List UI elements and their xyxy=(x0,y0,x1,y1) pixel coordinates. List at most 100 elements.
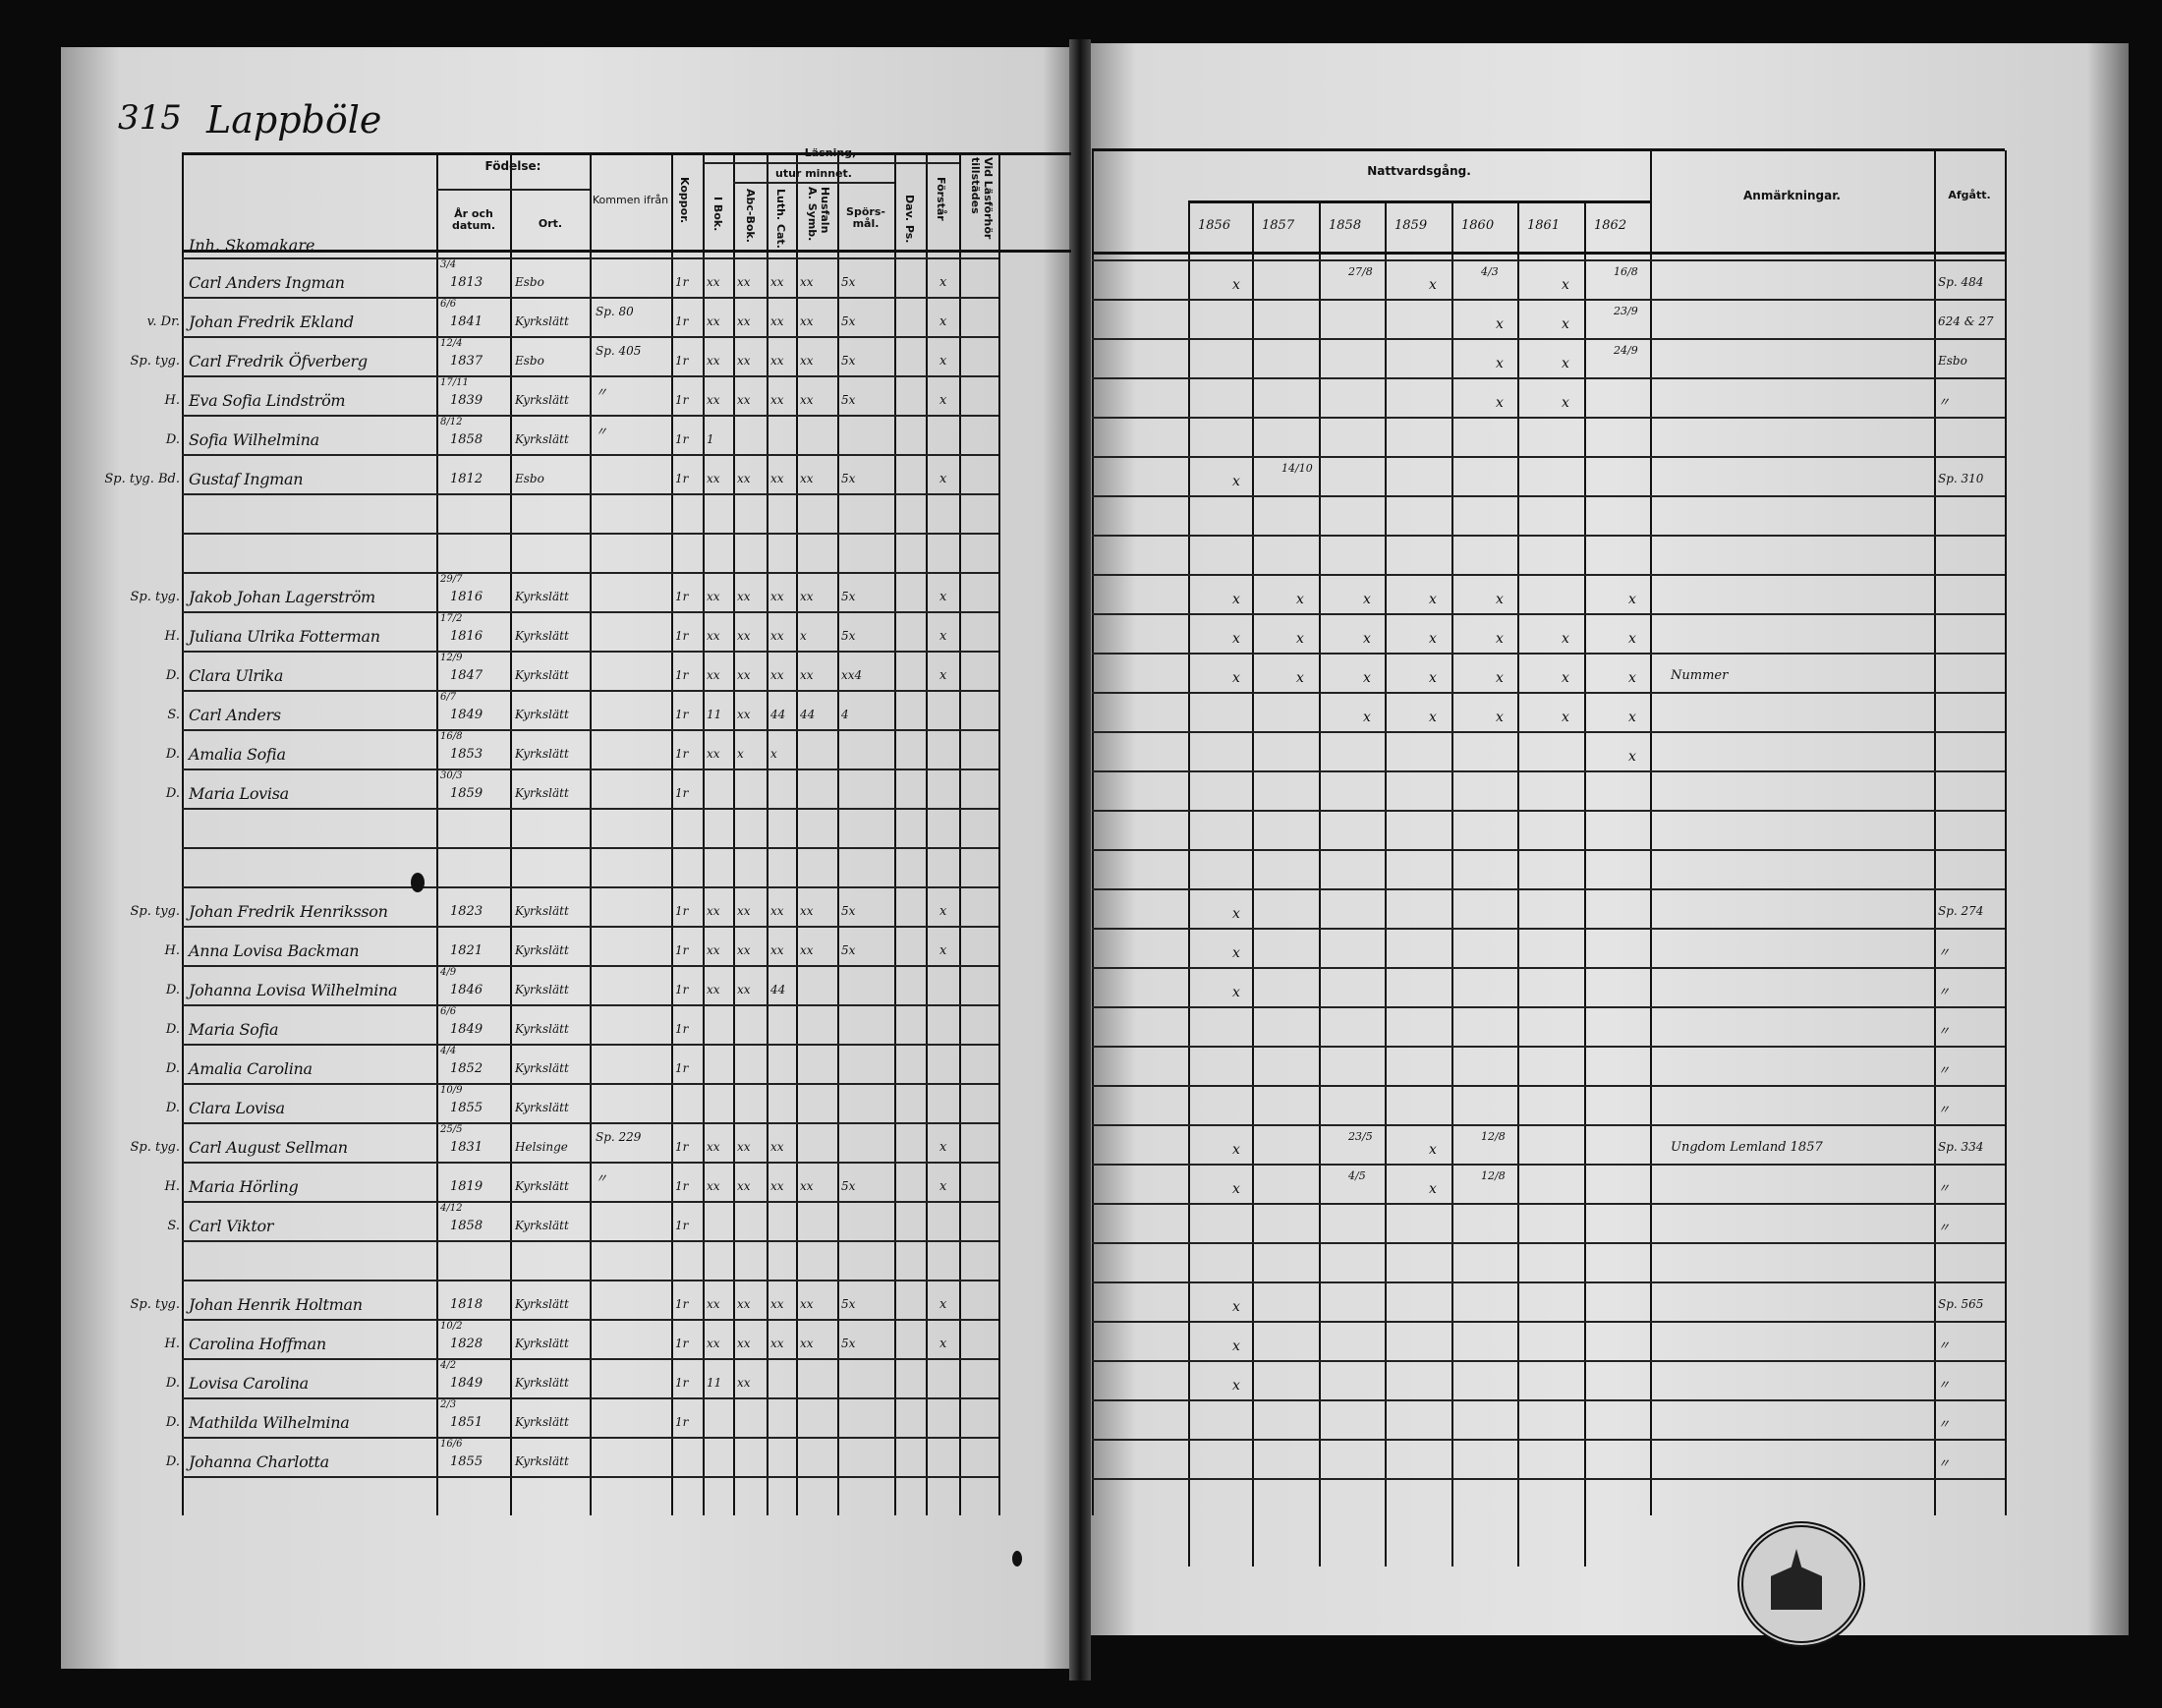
row-rule xyxy=(182,1397,998,1399)
birth-year: 1816 xyxy=(450,629,484,644)
reading-mark: xx xyxy=(707,629,720,643)
communion-mark: x xyxy=(1296,670,1304,686)
person-name: Carl Viktor xyxy=(189,1217,274,1235)
afgatt-entry: 〃 xyxy=(1938,1221,1951,1234)
birth-year: 1855 xyxy=(450,1101,484,1115)
row-rule xyxy=(182,808,998,810)
row-rule xyxy=(1092,653,2005,655)
row-rule xyxy=(182,1476,998,1478)
column-rule xyxy=(703,154,705,1515)
reading-mark: 5x xyxy=(841,629,856,643)
row-rule xyxy=(1092,1281,2005,1283)
communion-mark: x xyxy=(1562,395,1569,411)
reading-mark: 44 xyxy=(770,983,786,996)
row-rule xyxy=(1092,495,2005,497)
communion-mark: x xyxy=(1232,985,1240,1000)
person-name: Gustaf Ingman xyxy=(189,470,304,488)
person-name: Anna Lovisa Backman xyxy=(189,941,360,960)
communion-mark: x xyxy=(1628,749,1636,765)
reading-mark: xx xyxy=(737,275,751,289)
birth-year: 1831 xyxy=(450,1140,484,1155)
reading-mark: xx xyxy=(707,1140,720,1154)
column-rule xyxy=(436,154,438,1515)
row-rule xyxy=(1092,1439,2005,1441)
year-header: 1857 xyxy=(1262,218,1295,233)
reading-mark: xx xyxy=(737,590,751,603)
communion-mark: 4/3 xyxy=(1481,265,1499,278)
reading-mark: xx xyxy=(737,943,751,957)
person-name: Clara Ulrika xyxy=(189,666,284,685)
page-number: 315 xyxy=(118,98,182,138)
birth-year: 1823 xyxy=(450,904,484,919)
reading-mark: xx xyxy=(707,1297,720,1311)
reading-mark: xx xyxy=(737,668,751,682)
birth-place: Kyrkslätt xyxy=(515,590,569,603)
header-abc-bok: Abc-Bok. xyxy=(744,189,757,243)
person-name: Jakob Johan Lagerström xyxy=(189,588,375,606)
birth-place: Kyrkslätt xyxy=(515,1101,569,1114)
reading-mark: xx xyxy=(737,354,751,368)
reading-mark: 5x xyxy=(841,943,856,957)
row-prefix: D. xyxy=(165,432,180,447)
reading-mark: xx xyxy=(737,708,751,721)
communion-mark: x xyxy=(1232,945,1240,961)
row-rule xyxy=(182,1201,998,1203)
reading-mark: xx xyxy=(800,472,814,485)
birth-place: Kyrkslätt xyxy=(515,1376,569,1390)
row-prefix: H. xyxy=(164,1179,180,1194)
year-header: 1856 xyxy=(1198,218,1231,233)
communion-mark: x xyxy=(1562,277,1569,293)
ink-blot xyxy=(1012,1551,1022,1566)
reading-mark: xx xyxy=(737,472,751,485)
communion-mark: x xyxy=(1232,592,1240,607)
column-rule xyxy=(894,154,896,1515)
reading-mark: x xyxy=(770,747,777,761)
reading-mark: 1 xyxy=(707,432,714,446)
header-fodelse: Födelse: xyxy=(484,159,541,173)
reading-mark: xx xyxy=(707,1337,720,1350)
row-rule xyxy=(182,611,998,613)
row-rule xyxy=(182,533,998,535)
forstar-mark: x xyxy=(939,943,947,958)
row-rule xyxy=(182,847,998,849)
row-prefix: D. xyxy=(165,747,180,762)
reading-mark: 1r xyxy=(675,590,689,603)
birth-place: Kyrkslätt xyxy=(515,943,569,957)
reading-mark: xx xyxy=(800,314,814,328)
reading-mark: 1r xyxy=(675,747,689,761)
reading-mark: xx xyxy=(737,983,751,996)
row-rule xyxy=(182,1044,998,1046)
birth-place: Kyrkslätt xyxy=(515,1179,569,1193)
birth-day-month: 2/3 xyxy=(440,1399,457,1410)
reading-mark: xx xyxy=(770,1337,784,1350)
communion-mark: x xyxy=(1562,631,1569,647)
communion-mark: x xyxy=(1429,670,1437,686)
row-rule xyxy=(1092,1124,2005,1126)
birth-place: Esbo xyxy=(515,472,544,485)
person-name: Maria Hörling xyxy=(189,1177,299,1196)
afgatt-entry: Sp. 484 xyxy=(1938,275,1984,289)
row-rule xyxy=(1092,692,2005,694)
row-rule xyxy=(182,375,998,377)
subheader-rule xyxy=(733,182,894,184)
reading-mark: 5x xyxy=(841,314,856,328)
reading-mark: xx xyxy=(707,668,720,682)
person-name: Mathilda Wilhelmina xyxy=(189,1413,350,1432)
row-prefix: D. xyxy=(165,1415,180,1430)
afgatt-entry: 〃 xyxy=(1938,1024,1951,1038)
person-name: Amalia Carolina xyxy=(189,1059,313,1078)
communion-mark: x xyxy=(1429,710,1437,725)
reading-mark: xx xyxy=(770,1140,784,1154)
reading-mark: xx xyxy=(707,943,720,957)
header-rule xyxy=(182,152,1071,155)
village-title: Lappböle xyxy=(206,98,382,142)
communion-mark: x xyxy=(1429,592,1437,607)
reading-mark: xx xyxy=(737,1179,751,1193)
reading-mark: 1r xyxy=(675,275,689,289)
birth-year: 1813 xyxy=(450,275,484,290)
person-name: Carl Anders xyxy=(189,706,281,724)
book-gutter xyxy=(1069,39,1091,1680)
birth-day-month: 12/4 xyxy=(440,338,463,349)
column-rule xyxy=(182,154,184,1515)
church-emblem-icon xyxy=(1771,1549,1822,1610)
